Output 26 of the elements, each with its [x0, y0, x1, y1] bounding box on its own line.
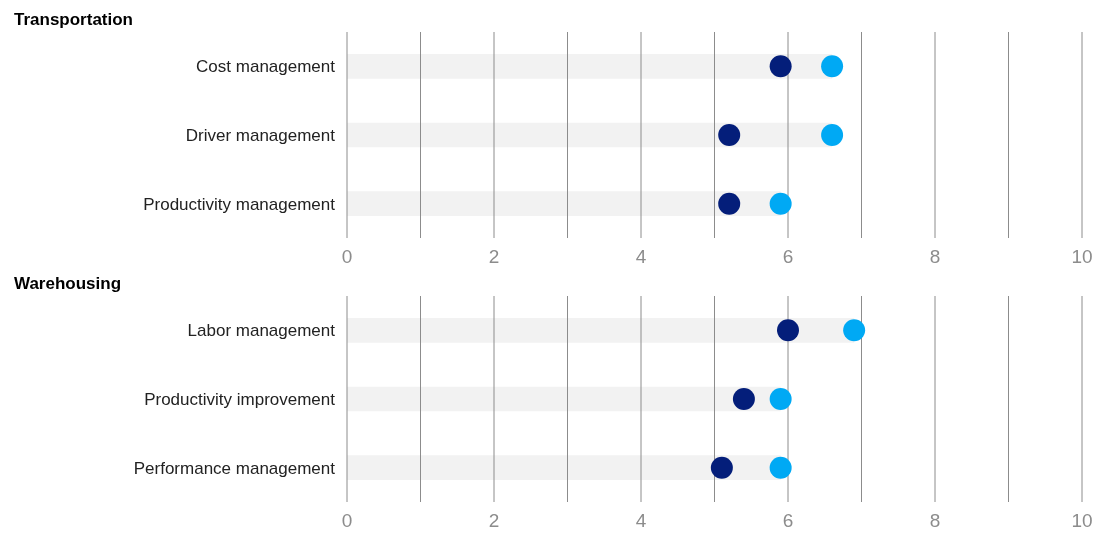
text: Transportation [14, 9, 134, 31]
point [843, 319, 866, 342]
x-tick-label: 8 [929, 246, 941, 268]
x-tick-label: 2 [488, 510, 500, 532]
x-tick-label: 4 [635, 510, 647, 532]
x-tick-label: 8 [929, 510, 941, 532]
point [769, 388, 792, 410]
y-tick-label: Cost management [196, 57, 336, 77]
x-tick-label: 2 [488, 246, 500, 268]
y-tick-label: Performance management [133, 458, 336, 478]
x-tick-label: 6 [782, 246, 794, 268]
x-tick-label: 0 [341, 510, 353, 532]
x-tick-label: 6 [782, 510, 794, 532]
point [769, 456, 792, 479]
x-tick-label: 10 [1071, 246, 1093, 268]
x-tick-label: 10 [1071, 510, 1093, 532]
text: Warehousing [14, 273, 123, 295]
x-tick-label: 4 [635, 246, 647, 268]
point [777, 319, 799, 342]
y-tick-label: Productivity management [143, 194, 336, 214]
y-tick-label: Driver management [185, 126, 336, 146]
point [710, 456, 733, 479]
x-tick-label: 0 [341, 246, 353, 268]
y-tick-label: Labor management [187, 321, 336, 341]
point [732, 388, 755, 410]
y-tick-label: Productivity improvement [144, 390, 336, 410]
